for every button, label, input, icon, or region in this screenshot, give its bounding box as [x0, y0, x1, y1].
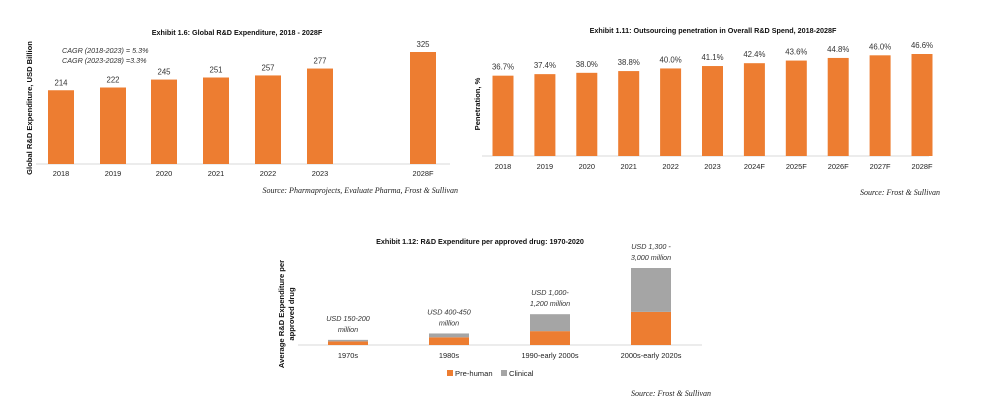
bar-segment-pre-human-1970s [328, 341, 368, 345]
chart-global-rd-expenditure: Exhibit 1.6: Global R&D Expenditure, 201… [25, 28, 458, 195]
bar-2022 [255, 75, 281, 164]
x-tick-2022: 2022 [260, 169, 276, 178]
data-label-2023: 277 [313, 57, 326, 66]
bar-2028f [410, 52, 436, 164]
legend: Pre-human Clinical [447, 369, 534, 378]
x-tick-1990-early-2000s: 1990-early 2000s [521, 351, 578, 360]
chart-title: Exhibit 1.11: Outsourcing penetration in… [590, 26, 837, 35]
y-axis-label: Penetration, % [473, 77, 482, 130]
data-label-2019: 37.4% [534, 61, 556, 70]
chart-rd-per-approved-drug: Exhibit 1.12: R&D Expenditure per approv… [277, 237, 711, 398]
data-label-2023: 41.1% [701, 53, 723, 62]
data-label-1990-early-2000s-line-2: 1,200 million [530, 299, 570, 308]
x-tick-2022: 2022 [662, 162, 678, 171]
y-axis-label-line-2: approved drug [287, 287, 296, 341]
chart-source: Source: Frost & Sullivan [860, 188, 940, 197]
chart-title: Exhibit 1.12: R&D Expenditure per approv… [376, 237, 584, 246]
data-label-2022: 257 [261, 63, 274, 72]
bar-2023 [702, 66, 723, 156]
data-label-2021: 38.8% [618, 58, 640, 67]
bar-2018 [48, 90, 74, 164]
data-label-2018: 36.7% [492, 63, 514, 72]
data-label-2026f: 44.8% [827, 45, 849, 54]
bar-segment-pre-human-1990-early-2000s [530, 331, 570, 345]
bar-2022 [660, 68, 682, 156]
data-label-2025f: 43.6% [785, 48, 807, 57]
bar-2021 [203, 77, 229, 164]
x-tick-2000s-early-2020s: 2000s-early 2020s [621, 351, 682, 360]
data-label-1980s-line-2: million [439, 318, 459, 327]
bar-segment-pre-human-1980s [429, 337, 469, 345]
bar-2028f [911, 54, 933, 156]
bar-2023 [307, 68, 333, 164]
bar-2025f [785, 60, 807, 156]
x-tick-2018: 2018 [53, 169, 69, 178]
x-tick-2023: 2023 [704, 162, 720, 171]
cagr-annotation-1: CAGR (2018-2023) = 5.3% [62, 46, 149, 55]
bar-segment-clinical-1990-early-2000s [530, 314, 570, 332]
data-label-2021: 251 [209, 66, 222, 75]
bar-2026f [827, 57, 849, 157]
data-label-2024f: 42.4% [743, 50, 765, 59]
data-label-2028f: 325 [416, 40, 430, 49]
bar-2019 [534, 74, 556, 156]
x-tick-2026f: 2026F [828, 162, 849, 171]
data-label-2000s-early-2020s-line-2: 3,000 million [631, 253, 671, 262]
bar-segment-clinical-2000s-early-2020s [631, 268, 671, 312]
data-label-1990-early-2000s-line-1: USD 1,000- [531, 288, 569, 297]
data-label-2028f: 46.6% [911, 41, 933, 50]
data-label-1970s-line-2: million [338, 325, 358, 334]
legend-label-clinical: Clinical [509, 369, 534, 378]
legend-swatch-clinical [501, 370, 507, 376]
x-tick-1970s: 1970s [338, 351, 358, 360]
x-tick-2024f: 2024F [744, 162, 765, 171]
chart-source: Source: Frost & Sullivan [631, 389, 711, 398]
data-label-2020: 38.0% [576, 60, 598, 69]
x-tick-2018: 2018 [495, 162, 511, 171]
data-label-2000s-early-2020s-line-1: USD 1,300 - [631, 242, 671, 251]
x-tick-2023: 2023 [312, 169, 328, 178]
x-tick-2021: 2021 [208, 169, 224, 178]
bar-segment-clinical-1980s [429, 333, 469, 338]
data-label-2019: 222 [106, 75, 119, 84]
x-tick-2027f: 2027F [870, 162, 891, 171]
chart-outsourcing-penetration: Exhibit 1.11: Outsourcing penetration in… [473, 26, 940, 197]
x-tick-2028f: 2028F [413, 169, 434, 178]
y-axis-label: Global R&D Expenditure, USD Billion [25, 41, 34, 175]
legend-swatch-pre-human [447, 370, 453, 376]
data-label-2018: 214 [54, 78, 68, 87]
bar-2027f [869, 55, 891, 156]
data-label-2020: 245 [157, 68, 171, 77]
bar-2020 [151, 79, 177, 164]
bar-2018 [492, 75, 514, 156]
legend-label-pre-human: Pre-human [455, 369, 493, 378]
bar-2024f [743, 63, 765, 157]
x-tick-2025f: 2025F [786, 162, 807, 171]
bar-2020 [576, 72, 598, 156]
bar-2021 [618, 71, 640, 156]
data-label-1980s-line-1: USD 400-450 [427, 307, 471, 316]
cagr-annotation-2: CAGR (2023-2028) =3.3% [62, 56, 147, 65]
bar-segment-pre-human-2000s-early-2020s [631, 311, 671, 345]
data-label-1970s-line-1: USD 150-200 [326, 314, 370, 323]
chart-title: Exhibit 1.6: Global R&D Expenditure, 201… [152, 28, 323, 37]
x-tick-2019: 2019 [105, 169, 121, 178]
bar-segment-clinical-1970s [328, 339, 368, 342]
bar-2019 [100, 87, 126, 164]
x-tick-2028f: 2028F [912, 162, 933, 171]
x-tick-2020: 2020 [579, 162, 595, 171]
x-tick-2019: 2019 [537, 162, 553, 171]
x-tick-1980s: 1980s [439, 351, 459, 360]
x-tick-2021: 2021 [620, 162, 636, 171]
data-label-2027f: 46.0% [869, 42, 891, 51]
chart-source: Source: Pharmaprojects, Evaluate Pharma,… [262, 186, 458, 195]
y-axis-label-line-1: Average R&D Expenditure per [277, 260, 286, 368]
data-label-2022: 40.0% [660, 55, 682, 64]
x-tick-2020: 2020 [156, 169, 172, 178]
